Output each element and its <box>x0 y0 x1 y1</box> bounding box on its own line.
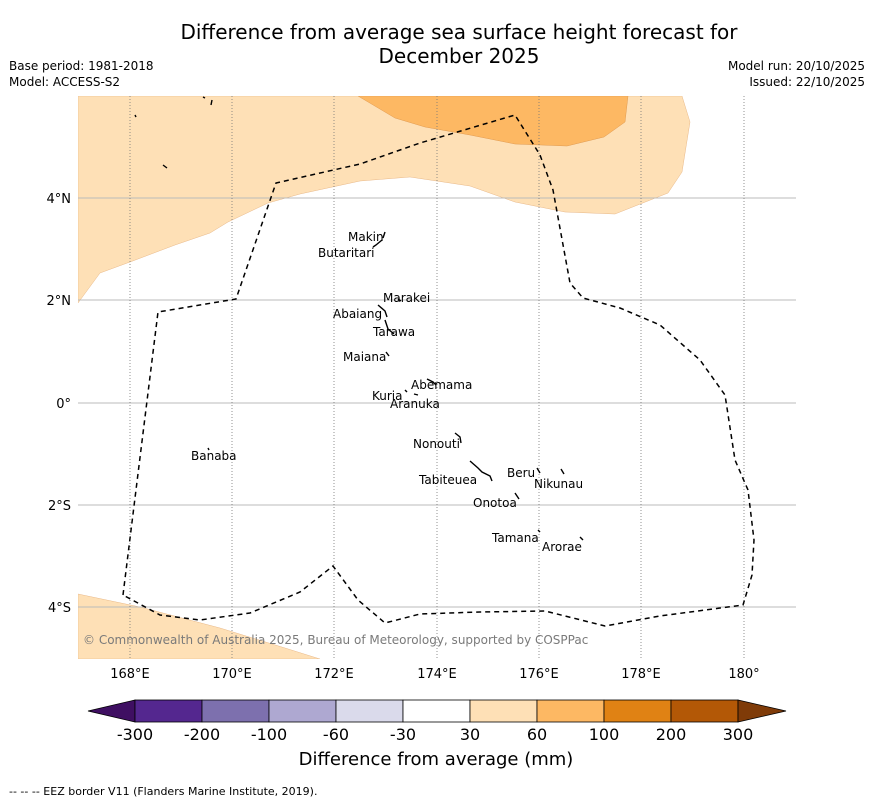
colorbar-bin-4 <box>335 699 404 723</box>
island-speck-d <box>162 164 168 169</box>
label-abemama: Abemama <box>411 378 472 392</box>
label-tarawa: Tarawa <box>372 325 415 339</box>
chart-title: Difference from average sea surface heig… <box>150 20 768 68</box>
island-kuria <box>404 389 408 393</box>
colorbar-bin-6 <box>469 699 538 723</box>
cb-tick-10: 300 <box>723 725 754 744</box>
lon-label-168e: 168°E <box>110 667 150 682</box>
lat-label-2s: 2°S <box>48 499 71 514</box>
cb-tick-1: -300 <box>117 725 153 744</box>
lat-label-0: 0° <box>56 397 71 412</box>
island-aranuka <box>413 393 419 396</box>
label-beru: Beru <box>507 466 535 480</box>
issued-date: Issued: 22/10/2025 <box>749 75 865 89</box>
lon-label-174e: 174°E <box>417 667 457 682</box>
islands <box>134 96 584 541</box>
model-info: Base period: 1981-2018 Model: ACCESS-S2 <box>9 58 154 90</box>
colorbar-bin-2 <box>201 699 270 723</box>
island-maiana <box>385 351 390 357</box>
island-speck-b <box>202 96 206 99</box>
cb-tick-4: -60 <box>323 725 349 744</box>
label-butaritari: Butaritari <box>318 246 375 260</box>
label-arorae: Arorae <box>542 540 582 554</box>
colorbar-bin-3 <box>268 699 337 723</box>
colorbar-bin-7 <box>536 699 605 723</box>
label-marakei: Marakei <box>383 291 430 305</box>
island-arorae <box>579 536 584 541</box>
label-maiana: Maiana <box>343 350 386 364</box>
cb-tick-2: -200 <box>184 725 220 744</box>
run-info: Model run: 20/10/2025 Issued: 22/10/2025 <box>728 58 865 90</box>
colorbar-extend-low <box>87 699 136 723</box>
lat-axis-labels: 4°N 2°N 0° 2°S 4°S <box>47 192 72 616</box>
label-kuria: Kuria <box>372 389 403 403</box>
label-tabiteuea: Tabiteuea <box>418 473 477 487</box>
island-beru <box>536 467 541 474</box>
lon-label-172e: 172°E <box>314 667 354 682</box>
colorbar-label: Difference from average (mm) <box>298 749 574 770</box>
lat-label-4n: 4°N <box>47 192 72 207</box>
island-butaritari <box>372 239 383 248</box>
colorbar <box>87 699 787 723</box>
label-banaba: Banaba <box>191 449 237 463</box>
colorbar-bin-5 <box>402 699 471 723</box>
island-abemama <box>426 378 437 386</box>
colorbar-ticks: -300 -200 -100 -60 -30 30 60 100 200 300 <box>117 725 753 744</box>
base-period: Base period: 1981-2018 <box>9 59 154 73</box>
cb-tick-3: -100 <box>251 725 287 744</box>
copyright-notice: © Commonwealth of Australia 2025, Bureau… <box>83 633 588 647</box>
lat-label-2n: 2°N <box>47 294 72 309</box>
eez-legend-note: -- -- -- EEZ border V11 (Flanders Marine… <box>9 785 318 798</box>
title-line-1: Difference from average sea surface heig… <box>180 20 738 44</box>
island-tamana <box>537 529 541 533</box>
colorbar-bin-9 <box>670 699 739 723</box>
cb-tick-6: 30 <box>460 725 480 744</box>
cb-tick-8: 100 <box>589 725 620 744</box>
colorbar-bin-8 <box>603 699 672 723</box>
cb-tick-7: 60 <box>527 725 547 744</box>
label-aranuka: Aranuka <box>390 397 440 411</box>
island-nikunau <box>560 468 565 475</box>
island-banaba <box>207 447 210 451</box>
map-panel: Makin Butaritari Marakei Abaiang Tarawa … <box>78 96 796 659</box>
label-makin: Makin <box>348 230 384 244</box>
title-line-2: December 2025 <box>378 44 540 68</box>
island-speck-c <box>210 99 213 106</box>
label-nonouti: Nonouti <box>413 437 460 451</box>
label-abaiang: Abaiang <box>333 307 382 321</box>
model-run: Model run: 20/10/2025 <box>727 59 865 73</box>
colorbar-extend-high <box>737 699 787 723</box>
model-name: Model: ACCESS-S2 <box>9 75 121 89</box>
island-makin <box>382 231 386 239</box>
lon-label-180: 180° <box>728 667 759 682</box>
island-marakei <box>397 298 402 302</box>
lat-label-4s: 4°S <box>48 601 71 616</box>
lon-label-176e: 176°E <box>519 667 559 682</box>
island-onotoa <box>514 492 520 500</box>
label-onotoa: Onotoa <box>473 496 517 510</box>
lon-label-178e: 178°E <box>621 667 661 682</box>
island-tabiteuea <box>469 460 493 482</box>
cb-tick-9: 200 <box>656 725 687 744</box>
island-tarawa <box>384 319 395 335</box>
anomaly-30-60-north <box>78 96 691 304</box>
lon-axis-labels: 168°E 170°E 172°E 174°E 176°E 178°E 180° <box>110 667 759 682</box>
colorbar-bin-1 <box>134 699 203 723</box>
cb-tick-5: -30 <box>390 725 416 744</box>
label-nikunau: Nikunau <box>534 477 583 491</box>
island-abaiang <box>377 304 388 318</box>
label-tamana: Tamana <box>491 531 539 545</box>
place-labels: Makin Butaritari Marakei Abaiang Tarawa … <box>191 230 583 554</box>
eez-border <box>122 114 755 627</box>
gridlines <box>78 96 796 659</box>
lon-label-170e: 170°E <box>212 667 252 682</box>
island-speck-a <box>134 114 137 118</box>
island-nonouti <box>454 432 462 444</box>
